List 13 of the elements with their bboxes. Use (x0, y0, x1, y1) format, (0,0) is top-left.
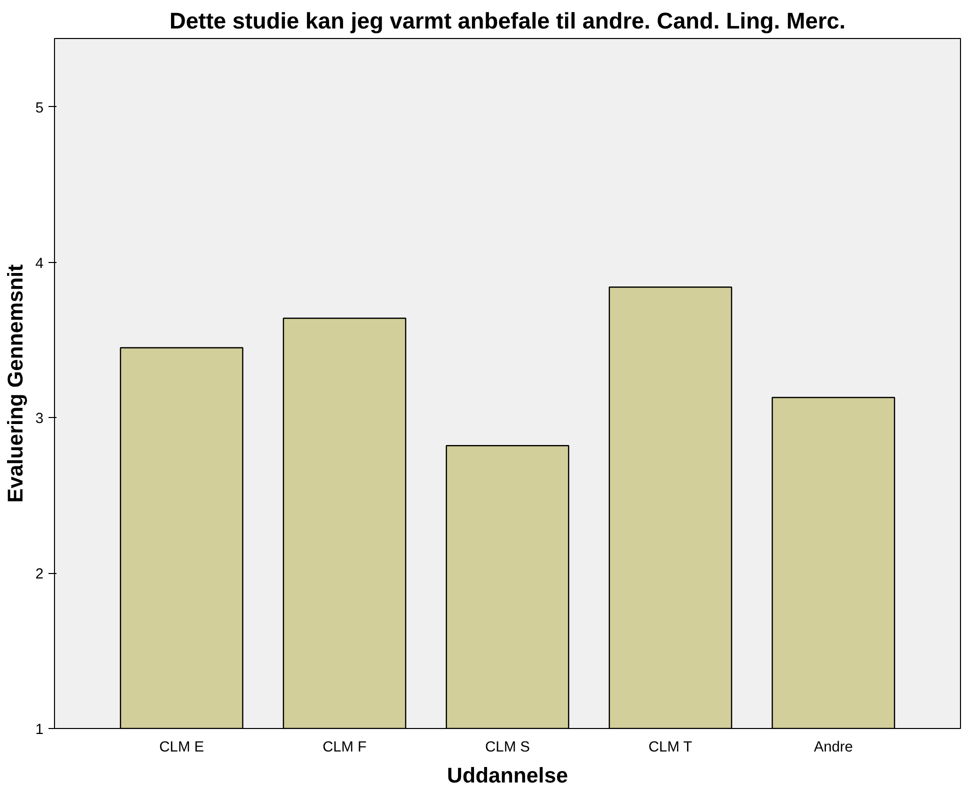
x-tick-label: CLM F (322, 740, 367, 756)
x-tick-label: CLM T (648, 740, 692, 756)
y-tick-label: 3 (35, 411, 44, 428)
y-tick-label: 4 (35, 256, 44, 272)
x-tick-label: Andre (814, 740, 853, 756)
y-tick-label: 1 (35, 722, 44, 738)
y-axis-title: Evaluering Gennemsnit (3, 264, 28, 503)
x-tick-label: CLM S (485, 740, 530, 756)
y-tick-label: 2 (35, 566, 44, 583)
x-tick-label: CLM E (159, 740, 204, 756)
x-axis-title: Uddannelse (447, 764, 568, 788)
y-tick-label: 5 (35, 100, 44, 116)
chart-title: Dette studie kan jeg varmt anbefale til andre. Cand. Ling. Merc. (169, 8, 846, 34)
